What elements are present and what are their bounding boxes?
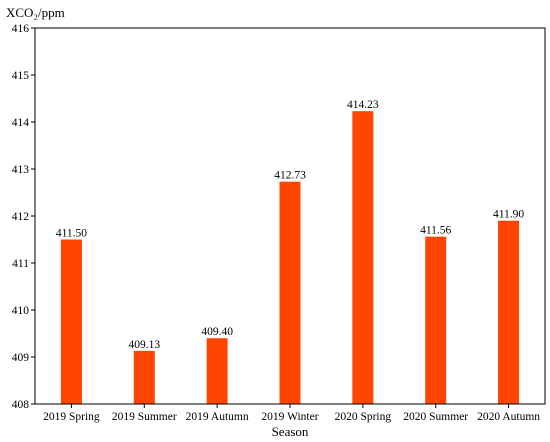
bar-series: 411.50 409.13 409.40 412.73 414.23 411.56 411.… bbox=[56, 99, 524, 404]
x-tick-label: 2020 Summer bbox=[403, 411, 468, 423]
y-tick-label: 416 bbox=[12, 23, 30, 35]
bar-value-label: 411.90 bbox=[493, 209, 524, 221]
y-tick-label: 412 bbox=[12, 211, 30, 223]
x-axis-title: Season bbox=[272, 424, 309, 439]
bar-value-label: 411.56 bbox=[420, 225, 451, 237]
bar bbox=[60, 239, 82, 404]
bar bbox=[352, 111, 374, 404]
bar bbox=[206, 338, 228, 404]
bar bbox=[425, 236, 447, 404]
bar-value-label: 409.40 bbox=[201, 326, 233, 338]
x-axis: 2019 Spring 2019 Summer 2019 Autumn 2019 Wi… bbox=[43, 404, 540, 423]
y-tick-label: 411 bbox=[12, 258, 29, 270]
y-tick-label: 413 bbox=[12, 164, 30, 176]
y-tick-label: 414 bbox=[12, 117, 30, 129]
y-tick-label: 415 bbox=[12, 70, 30, 82]
y-axis: 408 409 410 411 412 413 414 415 416 bbox=[12, 23, 35, 411]
bar-value-label: 409.13 bbox=[128, 339, 160, 351]
y-tick-label: 408 bbox=[12, 399, 30, 411]
x-tick-label: 2019 Spring bbox=[43, 411, 100, 423]
x-tick-label: 2019 Winter bbox=[261, 411, 318, 423]
x-tick-label: 2019 Summer bbox=[112, 411, 177, 423]
y-tick-label: 410 bbox=[12, 305, 30, 317]
bar-value-label: 414.23 bbox=[347, 99, 379, 111]
y-axis-title: XCO₂/ppm bbox=[6, 5, 65, 20]
plot-frame bbox=[34, 27, 546, 405]
bar bbox=[133, 350, 155, 404]
y-tick-label: 409 bbox=[12, 352, 30, 364]
bar bbox=[279, 181, 301, 404]
x-tick-label: 2020 Autumn bbox=[477, 411, 540, 423]
bar-value-label: 412.73 bbox=[274, 170, 306, 182]
x-tick-label: 2019 Autumn bbox=[186, 411, 249, 423]
bar bbox=[498, 220, 520, 404]
bar-value-label: 411.50 bbox=[56, 228, 87, 240]
x-tick-label: 2020 Spring bbox=[335, 411, 392, 423]
